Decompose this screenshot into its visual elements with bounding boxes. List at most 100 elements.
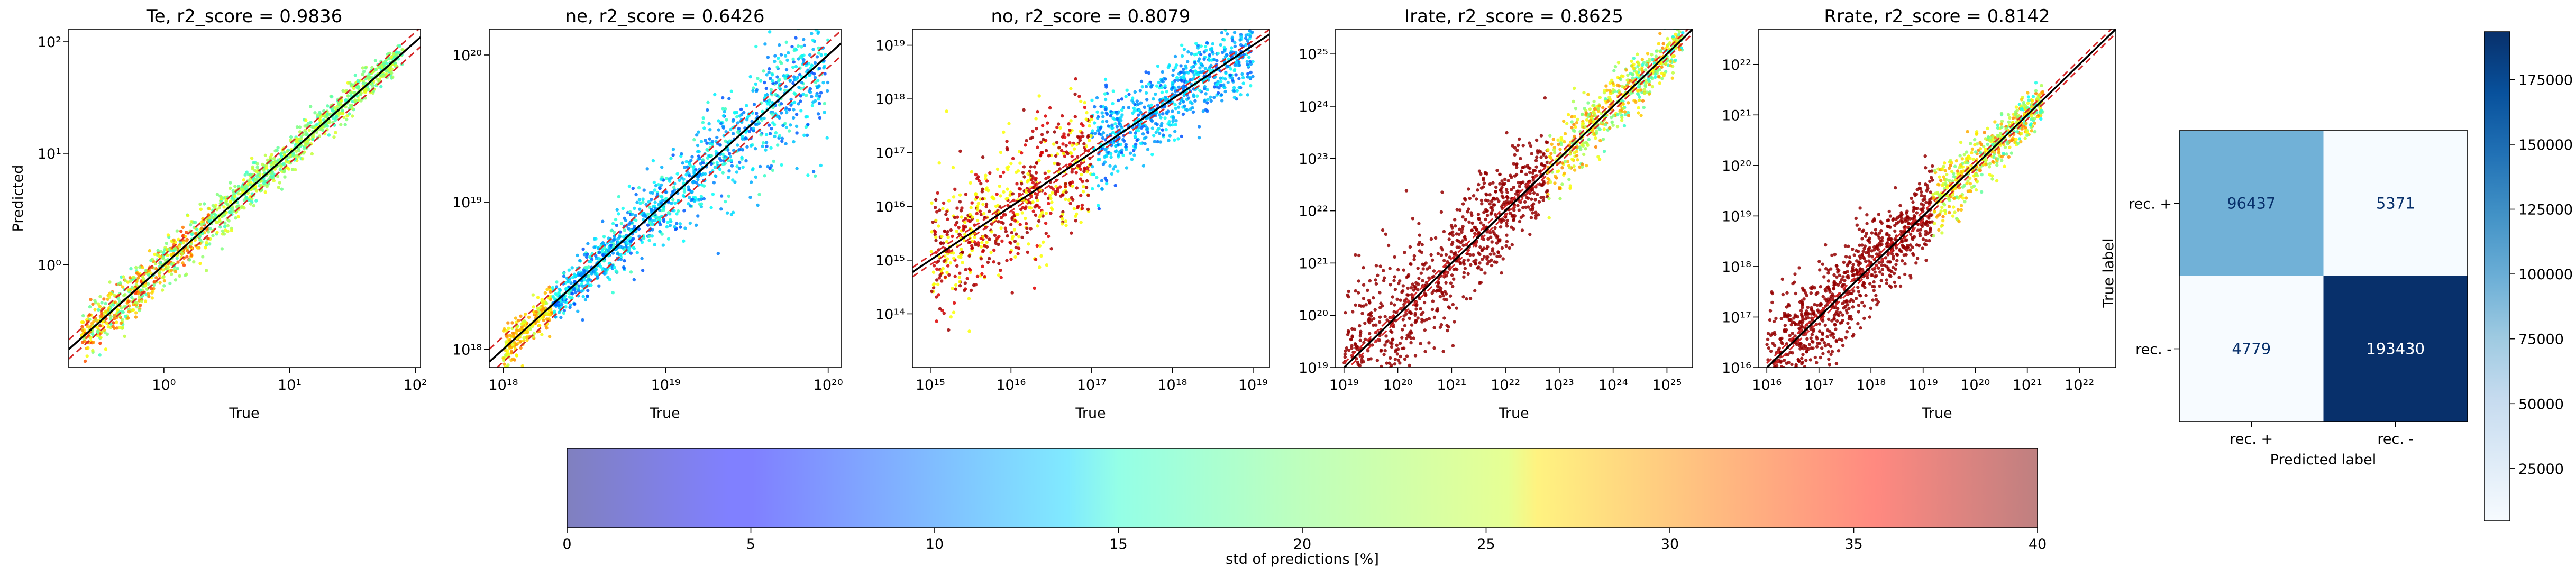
scatter-point xyxy=(1449,250,1453,254)
scatter-point xyxy=(1052,142,1056,146)
scatter-point xyxy=(1061,135,1065,139)
scatter-point xyxy=(106,325,110,329)
scatter-point xyxy=(182,263,186,267)
scatter-point xyxy=(1243,23,1246,26)
scatter-point xyxy=(958,283,962,288)
scatter-point xyxy=(675,172,679,176)
scatter-point xyxy=(1466,272,1470,276)
scatter-point xyxy=(614,217,618,222)
scatter-point xyxy=(805,94,808,97)
scatter-point xyxy=(1095,110,1099,114)
scatter-point xyxy=(953,187,957,191)
scatter-point xyxy=(688,188,691,192)
scatter-point xyxy=(952,251,955,255)
scatter-point xyxy=(1216,91,1220,95)
scatter-point xyxy=(173,270,177,273)
scatter-point xyxy=(1203,67,1207,70)
scatter-point xyxy=(1025,231,1029,234)
scatter-point xyxy=(1245,22,1248,25)
scatter-point xyxy=(651,191,655,195)
scatter-point xyxy=(1084,117,1088,121)
scatter-point xyxy=(581,247,585,251)
scatter-point xyxy=(1234,12,1237,15)
scatter-point xyxy=(976,204,980,208)
scatter-point xyxy=(1389,371,1392,374)
scatter-point xyxy=(724,139,727,143)
scatter-point xyxy=(192,260,196,264)
scatter-point xyxy=(1624,68,1628,72)
scatter-point xyxy=(1054,192,1058,196)
scatter-point xyxy=(1084,186,1089,189)
scatter-point xyxy=(270,175,274,179)
scatter-point xyxy=(557,304,561,308)
scatter-point xyxy=(730,164,734,168)
scatter-point xyxy=(353,74,357,77)
scatter-point xyxy=(1608,81,1612,85)
scatter-point xyxy=(750,180,753,184)
scatter-point xyxy=(1163,116,1167,120)
scatter-point xyxy=(721,124,725,129)
scatter-point xyxy=(1144,135,1148,139)
scatter-point xyxy=(975,195,979,199)
scatter-point xyxy=(1090,115,1093,118)
scatter-point xyxy=(932,282,936,286)
scatter-point xyxy=(934,218,938,222)
scatter-point xyxy=(1120,97,1124,101)
scatter-point xyxy=(999,175,1002,178)
scatter-point xyxy=(562,311,566,315)
scatter-point xyxy=(983,274,986,279)
scatter-point xyxy=(1150,153,1154,157)
scatter-point xyxy=(1049,185,1053,189)
scatter-point xyxy=(719,207,723,211)
scatter-point xyxy=(778,43,781,47)
scatter-point xyxy=(736,143,739,147)
scatter-point xyxy=(205,241,208,244)
scatter-point xyxy=(1186,60,1190,64)
scatter-point xyxy=(693,196,698,200)
scatter-point xyxy=(1459,241,1463,244)
scatter-point xyxy=(1128,131,1132,134)
scatter-point xyxy=(276,175,280,178)
scatter-point xyxy=(1190,78,1194,81)
scatter-point xyxy=(152,283,156,287)
scatter-point xyxy=(789,123,792,127)
scatter-point xyxy=(1037,94,1041,98)
scatter-point xyxy=(521,322,525,325)
scatter-point xyxy=(528,327,532,331)
scatter-point xyxy=(1453,218,1457,222)
scatter-point xyxy=(728,152,732,155)
scatter-point xyxy=(682,190,687,194)
scatter-point xyxy=(229,200,233,204)
scatter-point xyxy=(1173,66,1177,70)
scatter-point xyxy=(727,169,731,173)
scatter-point xyxy=(207,216,211,220)
scatter-point xyxy=(1085,111,1089,115)
scatter-point xyxy=(1642,106,1646,109)
scatter-point xyxy=(792,49,796,52)
scatter-point xyxy=(1531,206,1535,209)
scatter-point xyxy=(1048,194,1052,197)
scatter-point xyxy=(1116,169,1120,173)
scatter-point xyxy=(689,159,693,162)
scatter-point xyxy=(1411,217,1414,221)
scatter-point xyxy=(1016,213,1020,216)
scatter-point xyxy=(1165,90,1169,94)
scatter-point xyxy=(997,273,1001,277)
scatter-point xyxy=(721,96,725,100)
scatter-point xyxy=(318,111,322,115)
scatter-point xyxy=(1194,52,1199,56)
scatter-point xyxy=(638,202,642,205)
scatter-point xyxy=(1448,255,1451,259)
scatter-point xyxy=(1136,113,1140,117)
scatter-point xyxy=(665,225,669,229)
scatter-point xyxy=(937,224,940,228)
scatter-point xyxy=(1155,122,1159,126)
scatter-point xyxy=(1202,57,1206,61)
scatter-point xyxy=(252,204,256,208)
scatter-point xyxy=(671,198,675,202)
scatter-point xyxy=(1079,99,1083,103)
scatter-point xyxy=(1483,271,1487,275)
scatter-point xyxy=(289,135,293,139)
scatter-point xyxy=(334,131,337,134)
scatter-point xyxy=(697,198,701,202)
